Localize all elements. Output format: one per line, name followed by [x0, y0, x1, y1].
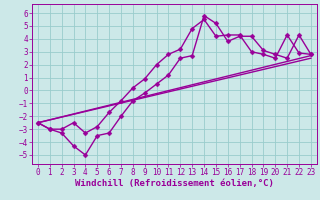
X-axis label: Windchill (Refroidissement éolien,°C): Windchill (Refroidissement éolien,°C) — [75, 179, 274, 188]
